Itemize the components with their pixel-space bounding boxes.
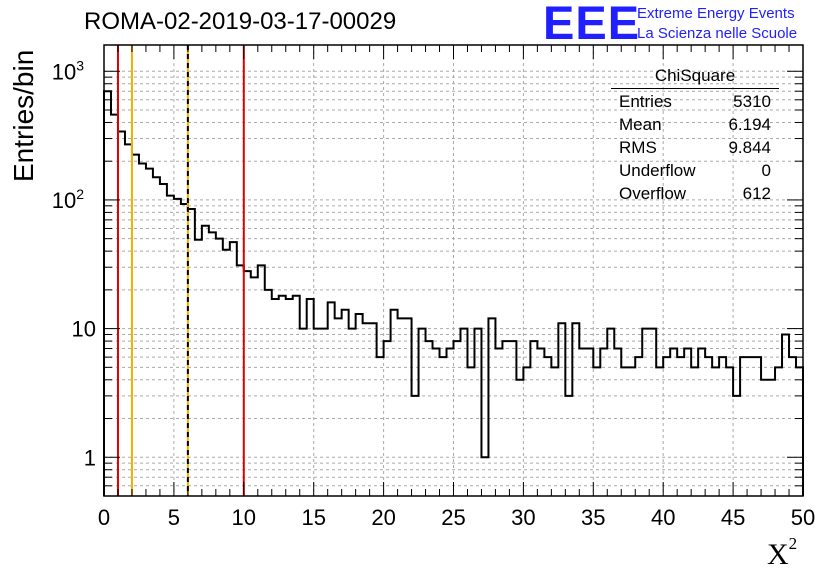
axes: 0 5 10 15 20 25 30 35 40 45 50 1 10 102 103: [52, 44, 815, 530]
x-axis-label-base: X: [767, 538, 789, 571]
stats-value: 5310: [733, 92, 771, 111]
x-tick-label: 10: [232, 505, 256, 530]
x-tick-label: 15: [301, 505, 325, 530]
stats-row: Mean 6.194: [611, 113, 779, 136]
logo-line-1: Extreme Energy Events: [637, 5, 795, 22]
stats-rows: Entries 5310 Mean 6.194 RMS 9.844 Underflow 0 Ov…: [611, 90, 779, 205]
x-tick-label: 50: [791, 505, 815, 530]
stats-row: Overflow 612: [611, 182, 779, 205]
histogram-outline: [103, 90, 804, 496]
x-tick-label: 45: [721, 505, 745, 530]
x-axis-label: X2: [767, 534, 797, 572]
stats-value: 0: [761, 161, 771, 180]
x-tick-label: 30: [511, 505, 535, 530]
stats-title: ChiSquare: [611, 66, 779, 89]
stats-label: Underflow: [619, 161, 696, 180]
y-tick-label: 103: [52, 57, 84, 84]
stats-label: Overflow: [619, 184, 687, 203]
logo-line-2: La Scienza nelle Scuole: [637, 25, 798, 42]
y-tick-label: 1: [84, 445, 96, 470]
x-tick-label: 25: [441, 505, 465, 530]
eee-logo: EEE Extreme Energy Events La Scienza nel…: [543, 0, 835, 49]
x-tick-label: 40: [651, 505, 675, 530]
stats-row: RMS 9.844: [611, 136, 779, 159]
stats-row: Underflow 0: [611, 159, 779, 182]
plot-title: ROMA-02-2019-03-17-00029: [84, 8, 397, 35]
x-tick-label: 0: [98, 505, 110, 530]
threshold-lines: [116, 45, 245, 496]
stats-value: 6.194: [728, 115, 771, 134]
y-tick-label: 10: [72, 317, 96, 342]
x-tick-label: 20: [371, 505, 395, 530]
x-tick-label: 35: [581, 505, 605, 530]
y-tick-label: 102: [52, 186, 84, 213]
stats-row: Entries 5310: [611, 90, 779, 113]
histogram-bins: [103, 90, 804, 496]
stats-value: 612: [742, 184, 771, 203]
stats-value: 9.844: [728, 138, 771, 157]
eee-logo-mark: EEE: [543, 0, 641, 49]
stats-box: ChiSquare Entries 5310 Mean 6.194 RMS 9.844 Un…: [611, 66, 779, 205]
stats-label: Mean: [619, 115, 662, 134]
stats-label: RMS: [619, 138, 657, 157]
x-tick-label: 5: [168, 505, 180, 530]
stats-label: Entries: [619, 92, 672, 111]
x-axis-label-superscript: 2: [788, 534, 798, 553]
